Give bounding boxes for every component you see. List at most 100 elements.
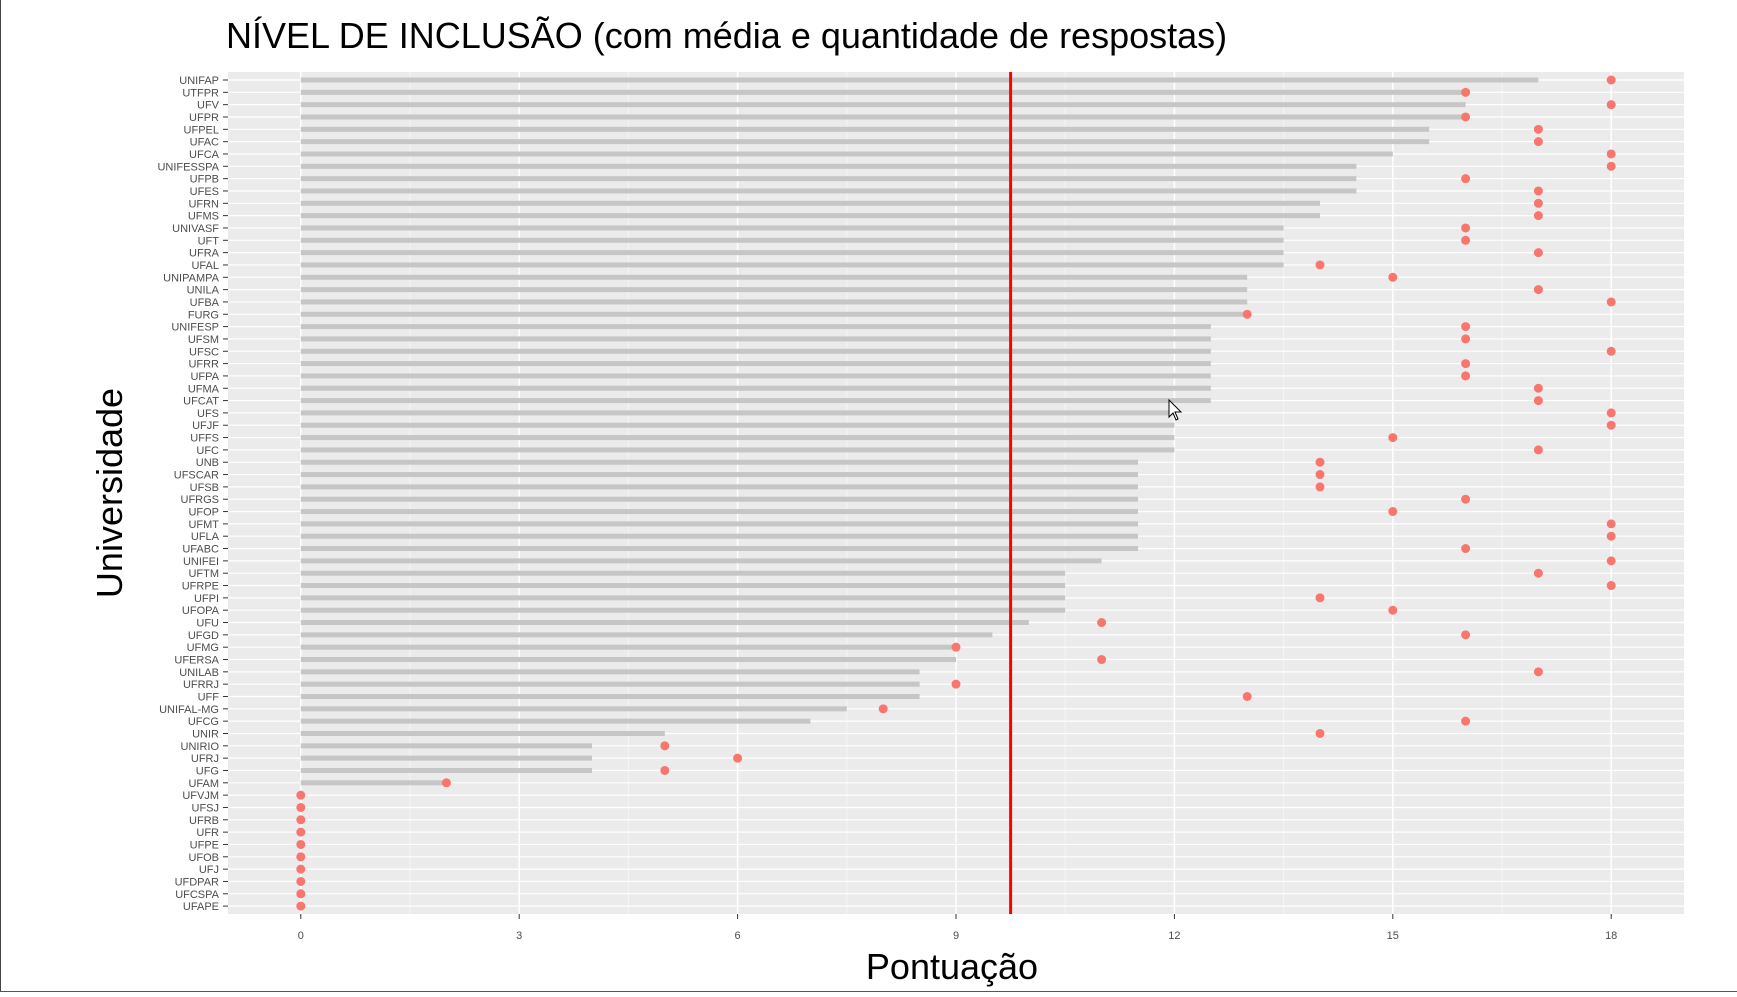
y-tick-label: UFCA — [189, 149, 220, 161]
bar — [300, 188, 1357, 194]
bar — [300, 422, 1175, 428]
y-tick-label: UFERSA — [174, 655, 219, 667]
y-tick-label: UFJF — [192, 420, 219, 432]
bar — [300, 200, 1320, 206]
y-tick-label: UFMG — [187, 642, 219, 654]
data-point — [1606, 581, 1616, 591]
data-point — [1461, 87, 1471, 97]
bar — [300, 657, 956, 663]
data-point — [733, 753, 743, 763]
bar — [300, 472, 1138, 478]
y-tick-label: UNILA — [187, 285, 220, 297]
data-point — [1606, 346, 1616, 356]
y-tick-label: UNIRIO — [181, 741, 220, 753]
y-tick-label: UFRB — [189, 815, 219, 827]
bar — [300, 583, 1066, 589]
y-tick-label: UFCAT — [183, 396, 219, 408]
data-point — [1606, 556, 1616, 566]
data-point — [1461, 334, 1471, 344]
data-point — [296, 815, 306, 825]
data-point — [1533, 211, 1543, 221]
data-point — [1606, 297, 1616, 307]
y-tick-label: UFF — [198, 692, 220, 704]
y-tick-label: UFR — [196, 827, 219, 839]
data-point — [1533, 396, 1543, 406]
bar — [300, 77, 1539, 83]
data-point — [1461, 322, 1471, 332]
data-point — [1533, 137, 1543, 147]
data-point — [1533, 568, 1543, 578]
data-point — [1606, 519, 1616, 529]
bar — [300, 669, 920, 675]
y-tick-label: UFPA — [190, 371, 219, 383]
bar — [300, 237, 1284, 243]
bar — [300, 496, 1138, 502]
data-point — [1606, 100, 1616, 110]
y-tick-label: UNIFAL-MG — [159, 704, 219, 716]
y-tick-label: UFMT — [188, 519, 219, 531]
bar — [300, 706, 847, 712]
y-tick-label: UFCG — [188, 716, 219, 728]
y-axis-title: Universidade — [89, 388, 130, 598]
bar — [300, 151, 1393, 157]
bar — [300, 163, 1357, 169]
bar — [300, 767, 592, 773]
y-tick-label: UFV — [197, 100, 220, 112]
bar — [300, 435, 1175, 441]
bar — [300, 262, 1284, 268]
data-point — [1461, 223, 1471, 233]
data-point — [1533, 285, 1543, 295]
data-point — [660, 741, 670, 751]
y-tick-label: UFRR — [188, 359, 219, 371]
bar — [300, 620, 1029, 626]
bar — [300, 348, 1211, 354]
data-point — [296, 802, 306, 812]
y-tick-label: UNB — [196, 457, 219, 469]
data-point — [1097, 655, 1107, 665]
data-point — [1533, 383, 1543, 393]
y-tick-label: UFMS — [188, 211, 219, 223]
bar — [300, 681, 920, 687]
data-point — [1242, 309, 1252, 319]
data-point — [1606, 408, 1616, 418]
bar — [300, 311, 1248, 317]
y-tick-label: UFCSPA — [175, 889, 219, 901]
y-tick-label: UFVJM — [182, 790, 219, 802]
y-tick-label: UFSB — [190, 482, 219, 494]
y-tick-label: UFABC — [182, 544, 219, 556]
y-tick-label: UNIR — [192, 728, 219, 740]
chart-title: NÍVEL DE INCLUSÃO (com média e quantidad… — [226, 15, 1227, 56]
bar — [300, 743, 592, 749]
y-tick-label: UFU — [196, 618, 219, 630]
data-point — [296, 790, 306, 800]
bar — [300, 607, 1066, 613]
bar — [300, 139, 1430, 145]
data-point — [1533, 248, 1543, 258]
y-tick-label: UFTM — [188, 568, 219, 580]
data-point — [1606, 420, 1616, 430]
data-point — [1606, 161, 1616, 171]
data-point — [951, 679, 961, 689]
data-point — [1097, 618, 1107, 628]
data-point — [1533, 445, 1543, 455]
data-point — [296, 827, 306, 837]
bar — [300, 274, 1248, 280]
bar — [300, 373, 1211, 379]
bar — [300, 114, 1466, 120]
bar — [300, 225, 1284, 231]
bar — [300, 632, 993, 638]
data-point — [1533, 198, 1543, 208]
y-tick-label: UFPEL — [184, 124, 219, 136]
data-point — [1606, 75, 1616, 85]
y-tick-label: UFSM — [188, 334, 219, 346]
bar — [300, 644, 956, 650]
y-tick-label: UFOPA — [182, 605, 220, 617]
y-tick-label: UFPR — [189, 112, 219, 124]
data-point — [1606, 531, 1616, 541]
data-point — [1461, 630, 1471, 640]
data-point — [1461, 112, 1471, 122]
x-tick-label: 12 — [1168, 930, 1180, 942]
data-point — [1461, 544, 1471, 554]
y-tick-label: UFPI — [194, 593, 219, 605]
bar — [300, 484, 1138, 490]
